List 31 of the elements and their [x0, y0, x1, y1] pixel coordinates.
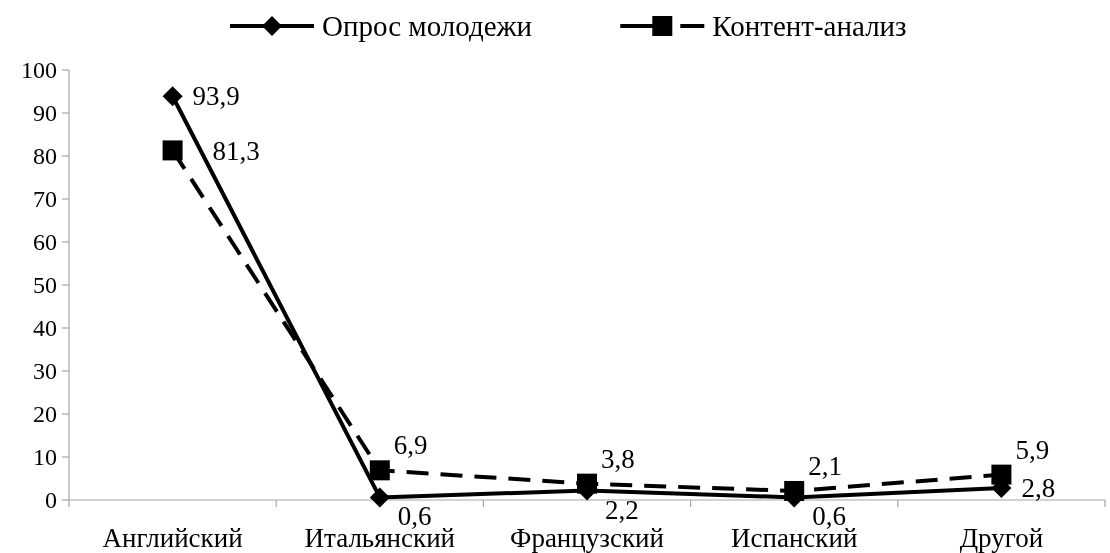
y-tick-label: 30	[33, 358, 57, 384]
point	[577, 473, 597, 494]
data-label: 93,9	[192, 81, 240, 112]
y-tick-label: 100	[21, 57, 57, 83]
point	[369, 487, 390, 508]
y-tick-label: 20	[33, 401, 57, 427]
y-tick-label: 70	[33, 186, 57, 212]
point	[162, 140, 183, 161]
data-label: 6,9	[393, 430, 428, 461]
point	[991, 464, 1012, 485]
data-label: 3,8	[601, 443, 635, 474]
y-tick-label: 10	[33, 444, 57, 470]
data-label: 2,8	[1021, 472, 1056, 503]
legend-label: Контент-анализ	[712, 10, 907, 42]
y-tick-label: 50	[33, 272, 57, 298]
y-tick-label: 40	[33, 315, 57, 341]
y-tick-label: 60	[33, 229, 57, 255]
point	[369, 460, 390, 481]
legend-label: Опрос молодежи	[322, 10, 533, 42]
x-tick-label: Другой	[959, 523, 1044, 553]
point	[784, 480, 805, 501]
data-label: 81,3	[212, 136, 260, 167]
y-tick-label: 0	[45, 487, 57, 513]
data-label: 2,1	[808, 450, 842, 481]
x-tick-label: Французский	[510, 523, 664, 553]
x-tick-label: Английский	[102, 523, 243, 553]
point	[162, 86, 183, 107]
y-tick-label: 80	[33, 143, 57, 169]
data-label: 2,2	[605, 494, 639, 525]
data-label: 5,9	[1015, 434, 1050, 465]
y-tick-label: 90	[33, 100, 57, 126]
